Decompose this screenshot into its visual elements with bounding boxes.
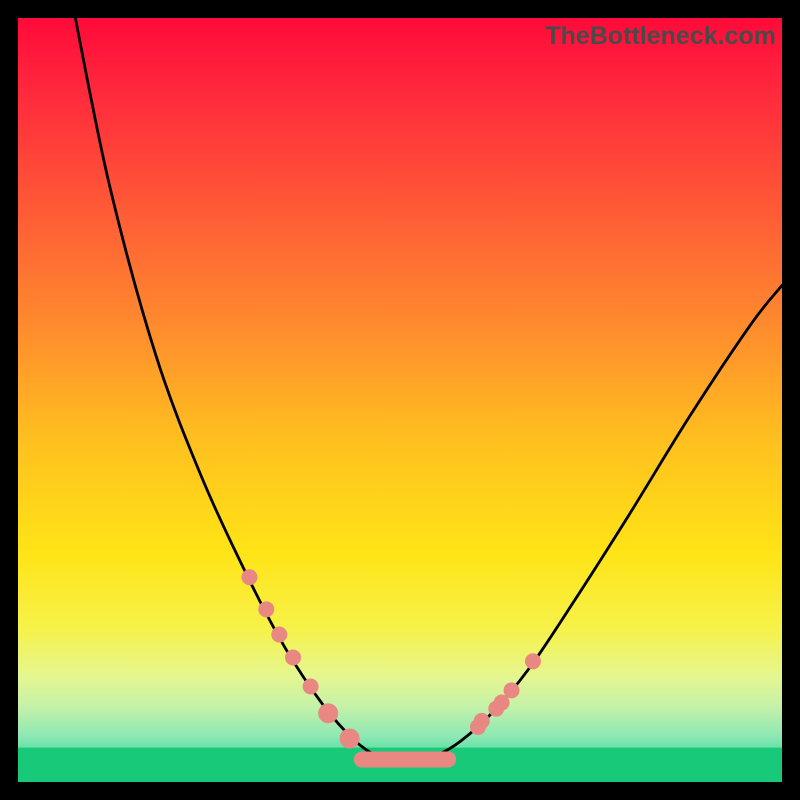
curve-marker: [474, 713, 490, 729]
curve-marker: [303, 679, 319, 695]
curve-marker: [258, 601, 274, 617]
curve-marker-large: [318, 703, 338, 723]
watermark-text: TheBottleneck.com: [545, 22, 776, 51]
curve-marker: [285, 649, 301, 665]
curve-marker: [525, 653, 541, 669]
curve-marker: [504, 682, 520, 698]
chart-svg: [18, 18, 782, 782]
curve-marker-large: [340, 728, 360, 748]
curve-marker: [271, 627, 287, 643]
chart-frame: TheBottleneck.com: [0, 0, 800, 800]
curve-marker: [241, 569, 257, 585]
plot-area: [18, 18, 782, 782]
gradient-background: [18, 18, 782, 782]
